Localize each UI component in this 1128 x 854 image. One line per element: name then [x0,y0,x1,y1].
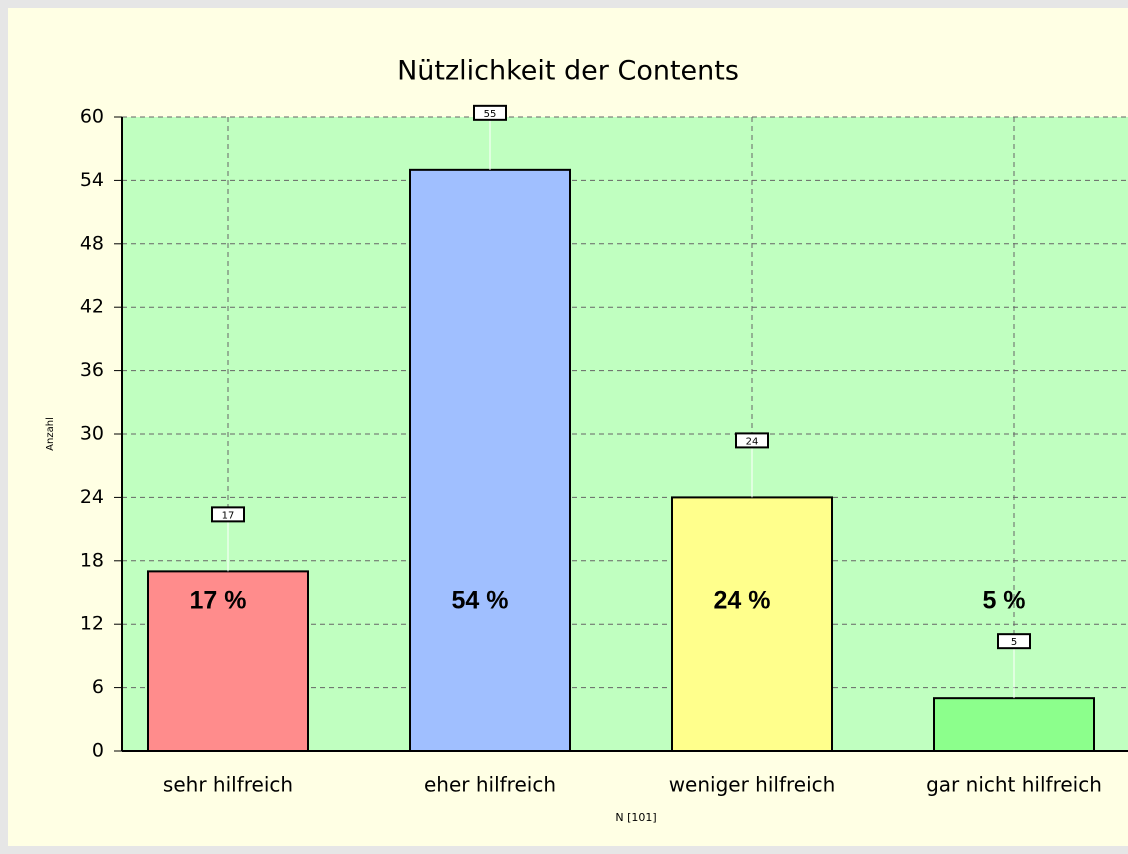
x-axis-label: N [101] [615,811,656,824]
y-tick-label: 48 [80,232,104,254]
y-tick-label: 60 [80,106,104,128]
chart-title: Nützlichkeit der Contents [397,56,739,87]
y-tick-label: 30 [80,423,104,445]
percentage-label: 17 % [190,587,247,615]
value-label-box [473,104,507,121]
percentage-label: 24 % [714,587,771,615]
x-tick-label: weniger hilfreich [669,773,836,797]
x-tick-label: sehr hilfreich [163,773,293,797]
bar [933,697,1095,753]
bar [671,496,833,752]
value-label: 24 [746,436,759,447]
y-axis-label: Anzahl [45,417,56,451]
y-tick-label: 6 [92,676,104,698]
value-label-box [735,432,769,449]
percentage-label: 5 % [982,587,1025,615]
bar [409,168,571,753]
value-label: 17 [222,510,235,521]
bar [147,570,309,752]
y-tick-label: 18 [80,549,104,571]
percentage-label: 54 % [452,587,509,615]
y-tick-label: 24 [80,486,104,508]
x-tick-label: gar nicht hilfreich [926,773,1102,797]
value-label: 55 [484,109,497,120]
x-tick-label: eher hilfreich [424,773,556,797]
y-tick-label: 12 [80,613,104,635]
y-tick-label: 54 [80,169,104,191]
y-tick-label: 36 [80,359,104,381]
value-label: 5 [1011,637,1017,648]
value-label-box [211,506,245,523]
value-label-box [997,633,1031,650]
y-tick-label: 0 [92,740,104,762]
y-tick-label: 42 [80,296,104,318]
